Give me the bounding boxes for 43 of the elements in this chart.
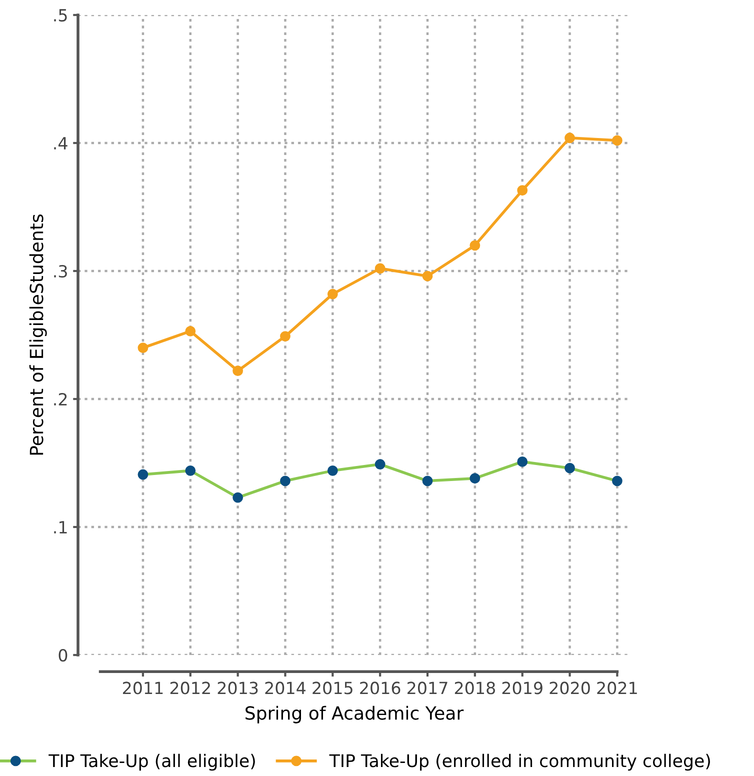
point: [185, 326, 196, 336]
x-axis-title: Spring of Academic Year: [246, 706, 464, 724]
y-axis-title: Percent of EligibleStudents: [29, 214, 47, 455]
point: [612, 476, 622, 486]
x-tick-label: 2016: [360, 682, 400, 694]
point: [470, 473, 480, 484]
point: [138, 342, 148, 354]
x-tick-label: 2017: [408, 682, 448, 694]
x-tick-label: 2021: [597, 682, 637, 694]
x-tick-label: 2013: [218, 682, 258, 694]
point: [374, 459, 386, 470]
point: [612, 135, 622, 146]
point: [138, 469, 148, 480]
y-tick-label: .5: [54, 9, 67, 22]
point: [374, 263, 386, 274]
y-tick-label: .4: [54, 137, 68, 150]
point: [280, 331, 290, 342]
x-tick-label: 2020: [550, 682, 590, 694]
point: [564, 462, 575, 474]
x-tick-label: 2018: [454, 682, 495, 694]
y-tick-label: .2: [54, 392, 67, 406]
y-tick-label: 0: [58, 648, 68, 662]
y-tick-label: .1: [54, 521, 67, 534]
point: [280, 476, 290, 486]
point: [422, 476, 433, 486]
point: [185, 465, 196, 476]
x-tick-label: 2011: [122, 682, 163, 694]
y-tick-label: .3: [54, 264, 67, 278]
point: [232, 492, 244, 503]
point: [564, 132, 575, 144]
point: [422, 270, 433, 282]
x-tick-label: 2019: [502, 682, 542, 694]
point: [517, 185, 528, 196]
x-tick-label: 2014: [265, 682, 306, 694]
x-tick-label: 2012: [170, 682, 210, 694]
legend-label: TIP Take-Up (all eligible): [48, 754, 255, 771]
point: [232, 366, 244, 376]
point: [517, 456, 528, 467]
point: [327, 288, 338, 300]
legend-label: TIP Take-Up (enrolled in community college): [329, 754, 710, 771]
x-tick-label: 2015: [312, 682, 352, 694]
point: [470, 240, 480, 251]
point: [327, 465, 338, 476]
